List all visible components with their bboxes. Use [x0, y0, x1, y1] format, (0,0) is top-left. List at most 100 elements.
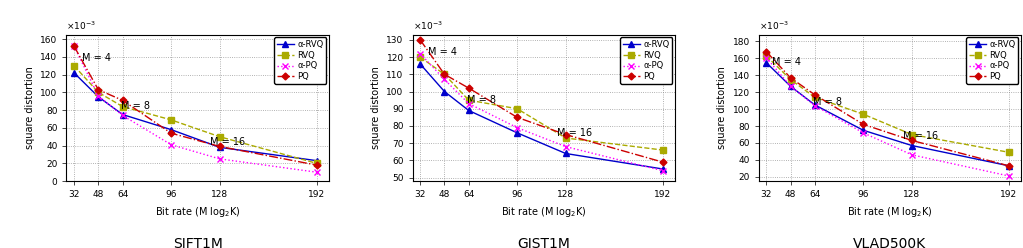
α-PQ [414, 52, 427, 55]
PQ [1003, 164, 1015, 167]
α-RVQ [117, 113, 129, 116]
Y-axis label: square distortion: square distortion [370, 66, 381, 149]
PQ [462, 87, 475, 90]
Y-axis label: square distortion: square distortion [25, 66, 35, 149]
Text: M = 4: M = 4 [772, 57, 801, 67]
Text: VLAD500K: VLAD500K [853, 237, 927, 248]
RVQ [512, 107, 524, 110]
α-PQ [560, 145, 572, 148]
Line: RVQ: RVQ [763, 53, 1012, 155]
α-PQ [809, 104, 821, 107]
RVQ [809, 96, 821, 99]
X-axis label: Bit rate (M log$_2$K): Bit rate (M log$_2$K) [847, 205, 933, 219]
α-PQ [310, 171, 322, 174]
α-PQ [117, 114, 129, 117]
α-PQ [438, 78, 450, 81]
α-RVQ [905, 144, 918, 147]
Line: PQ: PQ [417, 37, 665, 164]
X-axis label: Bit rate (M log$_2$K): Bit rate (M log$_2$K) [154, 205, 240, 219]
RVQ [857, 113, 870, 116]
RVQ [657, 149, 669, 152]
Text: M = 8: M = 8 [121, 101, 150, 111]
PQ [657, 161, 669, 164]
Y-axis label: square distortion: square distortion [717, 66, 727, 149]
α-RVQ [1003, 164, 1015, 167]
Legend: α-RVQ, RVQ, α-PQ, PQ: α-RVQ, RVQ, α-PQ, PQ [967, 37, 1019, 84]
Text: $\times10^{-3}$: $\times10^{-3}$ [66, 19, 96, 32]
α-RVQ [165, 128, 177, 131]
α-RVQ [512, 131, 524, 134]
RVQ [462, 99, 475, 102]
α-RVQ [560, 152, 572, 155]
α-RVQ [310, 159, 322, 162]
RVQ [310, 162, 322, 165]
RVQ [214, 135, 226, 138]
Line: PQ: PQ [72, 44, 319, 167]
RVQ [438, 73, 450, 76]
α-RVQ [462, 109, 475, 112]
α-RVQ [785, 85, 797, 88]
α-PQ [1003, 175, 1015, 178]
RVQ [117, 105, 129, 108]
α-RVQ [214, 146, 226, 149]
α-PQ [760, 56, 772, 59]
α-PQ [905, 153, 918, 156]
α-PQ [92, 94, 104, 97]
α-PQ [512, 126, 524, 129]
Legend: α-RVQ, RVQ, α-PQ, PQ: α-RVQ, RVQ, α-PQ, PQ [274, 37, 326, 84]
PQ [117, 99, 129, 102]
PQ [438, 73, 450, 76]
Line: RVQ: RVQ [417, 54, 666, 153]
α-PQ [214, 157, 226, 160]
Line: α-RVQ: α-RVQ [72, 70, 319, 163]
α-RVQ [657, 167, 669, 170]
α-RVQ [438, 90, 450, 93]
Text: SIFT1M: SIFT1M [173, 237, 223, 248]
RVQ [68, 64, 80, 67]
PQ [857, 123, 870, 126]
α-RVQ [857, 129, 870, 132]
RVQ [760, 54, 772, 57]
PQ [560, 133, 572, 136]
PQ [214, 145, 226, 148]
PQ [92, 88, 104, 91]
Legend: α-RVQ, RVQ, α-PQ, PQ: α-RVQ, RVQ, α-PQ, PQ [620, 37, 672, 84]
Line: α-RVQ: α-RVQ [417, 61, 666, 172]
Text: M = 16: M = 16 [211, 137, 246, 147]
α-PQ [68, 45, 80, 48]
α-PQ [857, 131, 870, 134]
α-RVQ [760, 61, 772, 64]
Text: M = 4: M = 4 [82, 53, 110, 63]
X-axis label: Bit rate (M log$_2$K): Bit rate (M log$_2$K) [501, 205, 586, 219]
PQ [414, 38, 427, 41]
Line: α-PQ: α-PQ [416, 50, 666, 174]
PQ [785, 76, 797, 79]
RVQ [1003, 151, 1015, 154]
RVQ [560, 136, 572, 139]
α-PQ [657, 169, 669, 172]
Text: M = 4: M = 4 [428, 47, 457, 57]
α-RVQ [92, 95, 104, 98]
RVQ [165, 118, 177, 121]
Line: RVQ: RVQ [72, 63, 319, 166]
α-RVQ [68, 71, 80, 74]
Line: α-PQ: α-PQ [763, 54, 1013, 180]
RVQ [785, 78, 797, 81]
Line: α-PQ: α-PQ [71, 43, 320, 176]
RVQ [92, 91, 104, 94]
Text: M = 16: M = 16 [902, 131, 938, 141]
Text: M = 16: M = 16 [557, 128, 591, 138]
α-RVQ [414, 62, 427, 65]
PQ [165, 132, 177, 135]
α-PQ [165, 143, 177, 146]
PQ [512, 116, 524, 119]
PQ [809, 93, 821, 96]
α-RVQ [809, 103, 821, 106]
Text: M = 8: M = 8 [468, 95, 496, 105]
Text: GIST1M: GIST1M [518, 237, 570, 248]
RVQ [905, 133, 918, 136]
Line: PQ: PQ [764, 49, 1012, 168]
α-PQ [462, 102, 475, 105]
Text: $\times10^{-3}$: $\times10^{-3}$ [412, 19, 443, 32]
PQ [310, 164, 322, 167]
